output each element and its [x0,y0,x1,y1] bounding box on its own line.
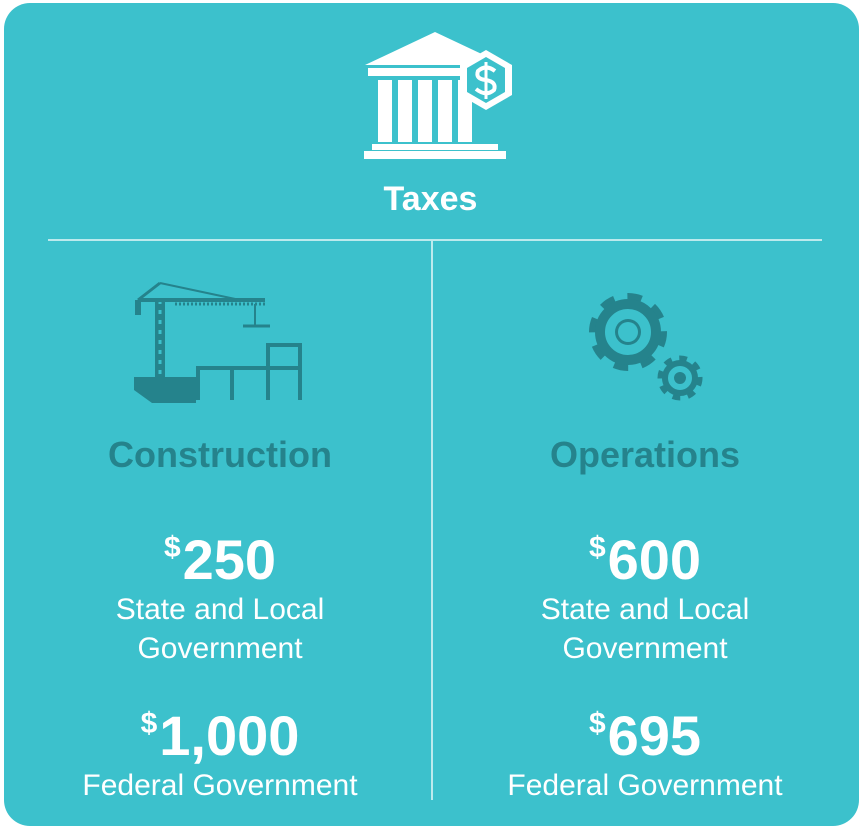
amount-value: 695 [607,704,702,767]
crane-icon [135,281,302,400]
section-heading: Construction [108,434,332,475]
crane-base [134,377,196,403]
tax-item: $250 State and Local Government [40,518,400,668]
amount-value: 250 [182,528,277,591]
amount: $600 [465,518,825,590]
tax-item: $695 Federal Government [465,694,825,805]
bank-icon [364,32,506,159]
amount-value: 600 [607,528,702,591]
amount: $1,000 [40,694,400,766]
section-heading: Operations [549,434,741,475]
currency: $ [588,531,606,564]
column: Operations $600 State and Local Governme… [465,430,825,805]
currency: $ [140,707,158,740]
amount: $695 [465,694,825,766]
column: Construction $250 State and Local Govern… [40,430,400,805]
amount-label: State and Local Government [115,593,325,665]
title: Taxes [383,180,478,218]
dollar-badge [460,50,512,110]
currency: $ [163,531,181,564]
amount-label: State and Local Government [540,593,750,665]
gears-icon [589,293,703,401]
currency: $ [588,707,606,740]
tax-item: $1,000 Federal Government [40,694,400,805]
amount-label: Federal Government [507,769,783,802]
amount-label: Federal Government [82,769,358,802]
tax-item: $600 State and Local Government [465,518,825,668]
amount-value: 1,000 [159,704,300,767]
amount: $250 [40,518,400,590]
